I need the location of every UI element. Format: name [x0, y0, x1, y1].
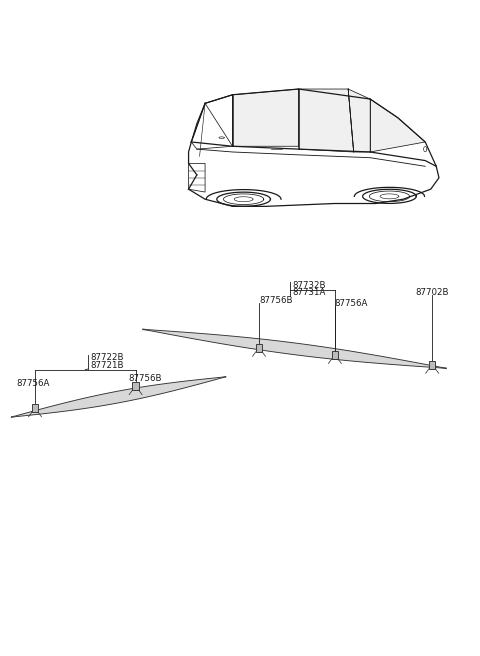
Polygon shape	[370, 99, 425, 152]
Text: 87732B: 87732B	[292, 281, 326, 289]
Text: 87756A: 87756A	[16, 379, 49, 388]
Text: 87756B: 87756B	[129, 374, 162, 383]
Bar	[332, 351, 338, 359]
Bar	[256, 344, 262, 352]
Bar	[429, 361, 435, 369]
Polygon shape	[299, 89, 354, 152]
Text: 87721B: 87721B	[91, 361, 124, 370]
Text: 87722B: 87722B	[91, 354, 124, 362]
Text: 87756B: 87756B	[259, 296, 292, 304]
Text: 87756A: 87756A	[334, 298, 367, 308]
Text: 87702B: 87702B	[416, 289, 449, 297]
Bar	[32, 404, 38, 412]
Polygon shape	[348, 89, 370, 152]
Polygon shape	[12, 377, 226, 417]
Polygon shape	[233, 89, 299, 146]
Bar	[132, 382, 139, 390]
Polygon shape	[143, 329, 446, 369]
Text: 87731A: 87731A	[292, 289, 325, 297]
